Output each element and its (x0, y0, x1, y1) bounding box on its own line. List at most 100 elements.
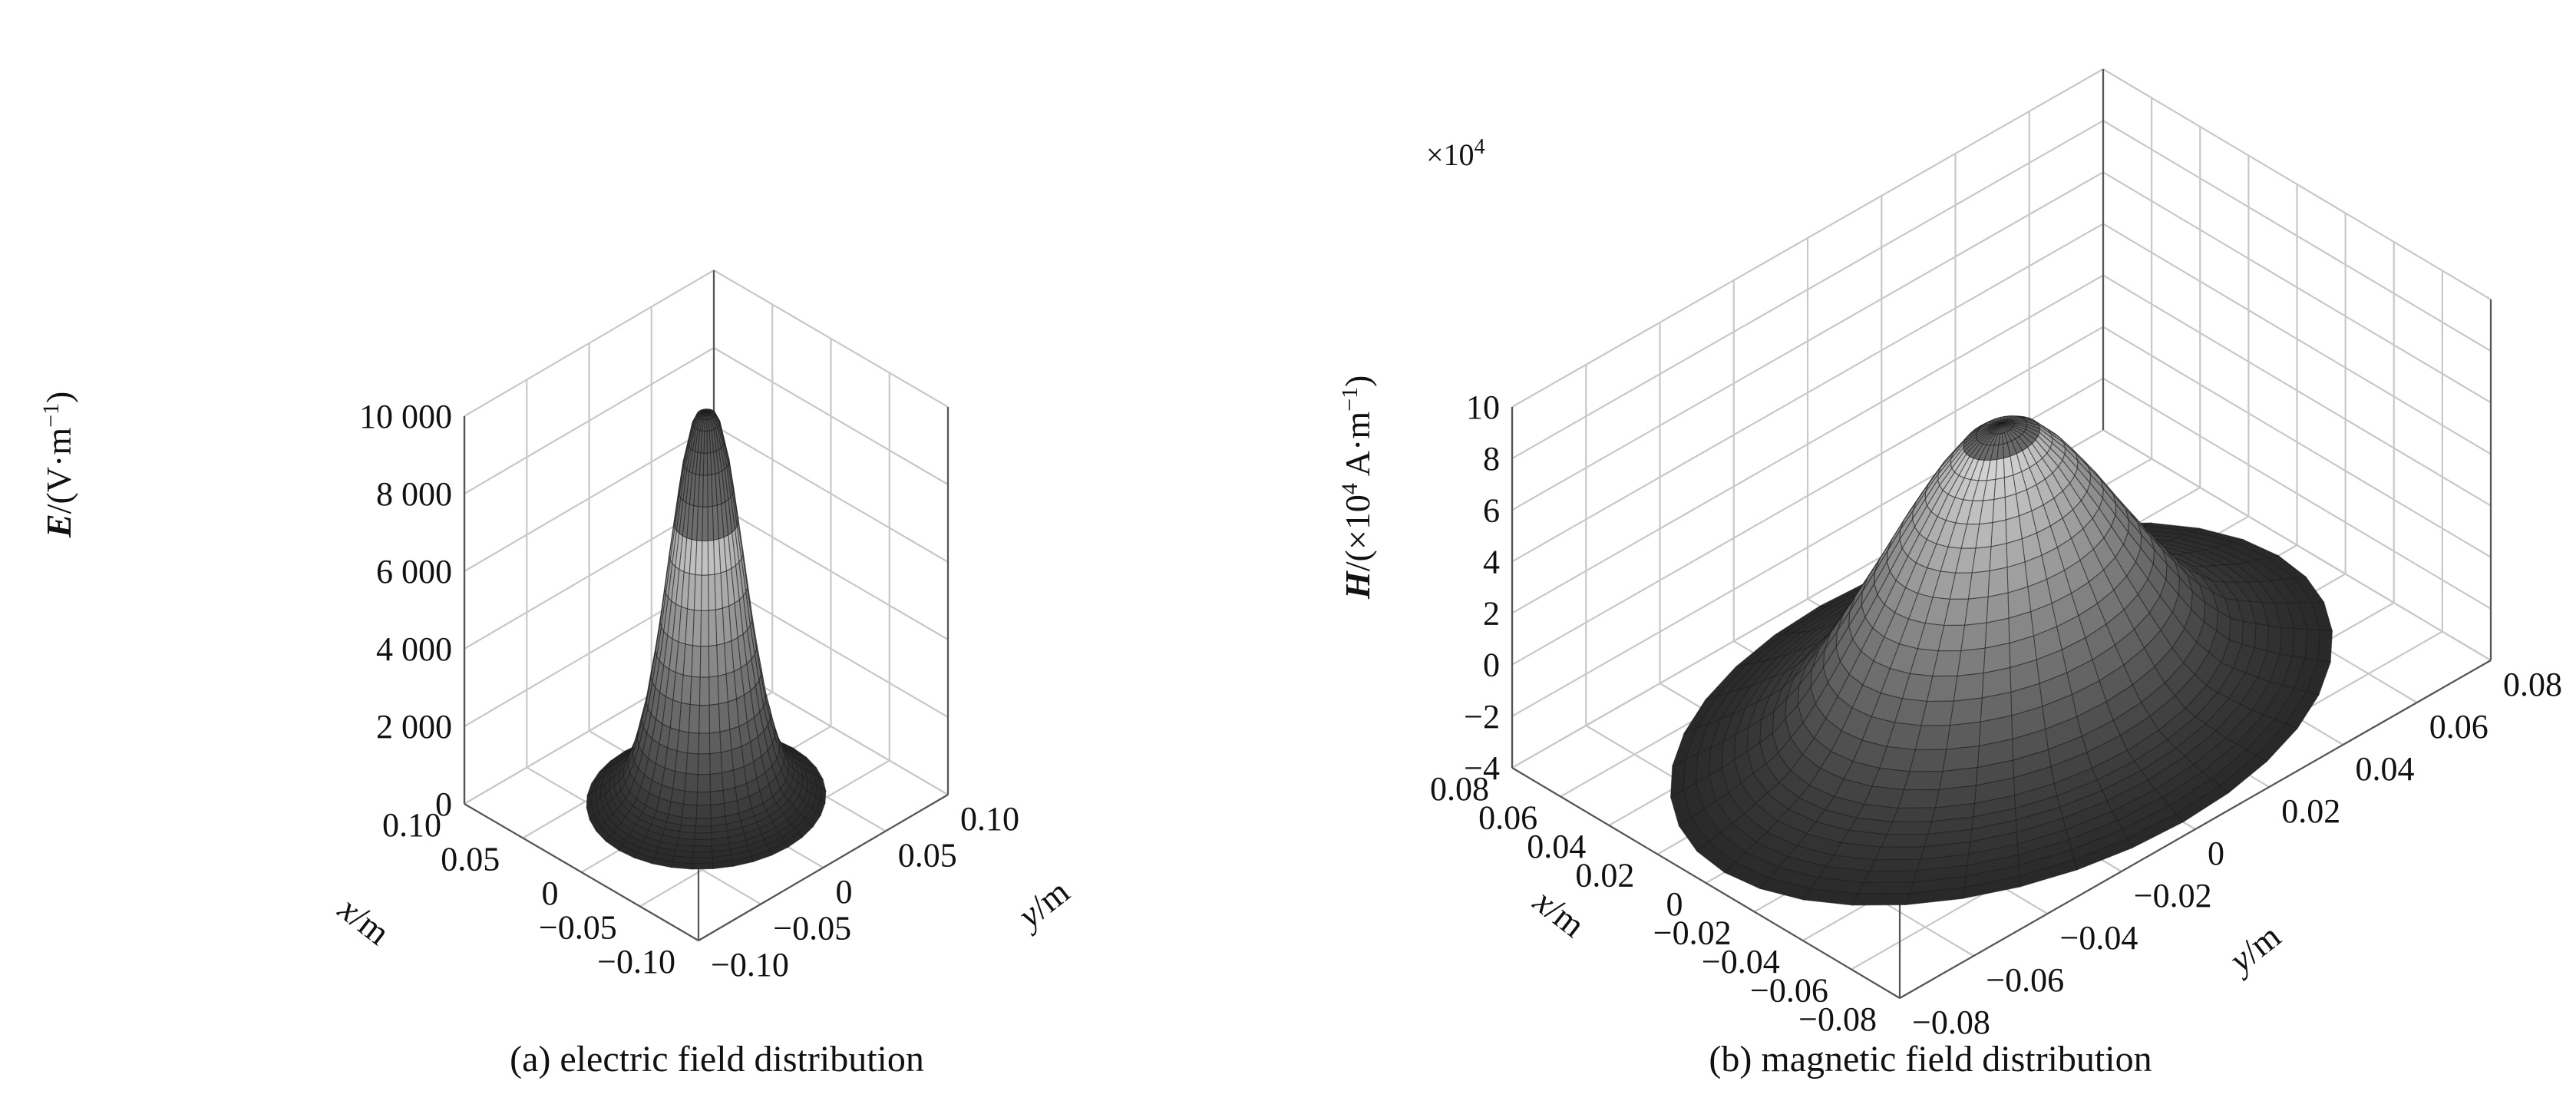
surface-patch (1946, 721, 1981, 750)
surface-patch (707, 505, 715, 542)
surface-patch (705, 411, 707, 416)
grid-line (2102, 274, 2492, 507)
y-tick-label: 0.04 (2356, 750, 2415, 788)
grid-line (1511, 326, 2104, 666)
surface-patch (708, 731, 722, 755)
surface-patch (692, 610, 702, 647)
x-tick-label: 0.08 (1430, 770, 1489, 808)
x-tick-label: −0.02 (1653, 914, 1732, 952)
surface-patch (1880, 833, 1929, 848)
surface-patch (693, 838, 712, 847)
grid-line (2102, 223, 2492, 455)
surface-patch (701, 540, 709, 576)
y-tick-label: −0.02 (2134, 877, 2212, 914)
surface-patch (674, 750, 689, 775)
x-tick-label: 0 (542, 875, 559, 912)
surface-patch (708, 703, 721, 734)
surface-patch (718, 701, 731, 732)
grid-line (2102, 171, 2492, 404)
grid-line (2102, 68, 2492, 300)
surface-patch (697, 773, 711, 793)
surface-patch (685, 752, 699, 775)
surface-patch (689, 676, 701, 706)
grid-line (713, 425, 949, 563)
surface-patch (682, 790, 698, 806)
surface-patch (1960, 622, 1987, 652)
x-tick-label: 0.02 (1575, 857, 1634, 894)
x-axis-label-a: x/m (331, 888, 398, 952)
surface-patch (697, 753, 711, 775)
surface-patch (708, 675, 719, 706)
surface-patch (698, 704, 710, 734)
surface-patch (709, 752, 723, 775)
surface-patch (716, 643, 727, 677)
grid-line (1511, 171, 2104, 511)
surface-patch (692, 851, 713, 858)
surface-patch (719, 729, 732, 753)
surface-patch (696, 506, 704, 542)
surface-patch (699, 646, 710, 678)
surface-patch (695, 540, 703, 576)
y-tick-label: −0.06 (1986, 961, 2064, 999)
surface-patch (702, 506, 708, 542)
axis-line (464, 803, 699, 941)
grid-line (1511, 68, 2104, 408)
grid-line (464, 269, 715, 417)
surface-patch (682, 803, 698, 819)
x-tick-label: 0.10 (382, 806, 441, 844)
surface-patch (698, 732, 711, 755)
surface-patch (710, 802, 726, 819)
surface-patch (671, 861, 693, 870)
grid-line (713, 347, 949, 485)
z-scale-factor-b: ×104 (1426, 135, 1485, 173)
y-tick-label: −0.08 (1912, 1004, 1990, 1041)
grid-line (713, 269, 949, 408)
surface-patch (695, 825, 712, 834)
grid-line (464, 347, 715, 494)
surface-patch (1926, 675, 1958, 703)
surface-patch (691, 645, 702, 678)
surface-patch (1957, 647, 1986, 677)
surface-patch (2292, 628, 2307, 659)
grid-line (1511, 223, 2104, 563)
surface-patch (1905, 887, 1965, 906)
axis-line (1511, 767, 1901, 999)
surface-patch (679, 702, 691, 733)
grid-line (464, 425, 715, 572)
surface-patch (1903, 771, 1944, 791)
z-tick-label: 2 000 (376, 708, 452, 746)
surface-patch (1992, 496, 2006, 524)
surface-patch (680, 674, 692, 706)
surface-patch (692, 857, 713, 865)
surface-patch (692, 845, 713, 853)
surface-patch (1967, 570, 1990, 600)
z-tick-label: −2 (1464, 698, 1500, 736)
surface-patch (2004, 493, 2020, 521)
z-tick-label: 4 (1483, 543, 1500, 580)
surface-patch (684, 772, 698, 793)
grid-line (2102, 120, 2492, 352)
grid-line (2102, 326, 2492, 558)
surface-patch (2279, 627, 2295, 657)
z-tick-label: 10 (1466, 389, 1500, 426)
surface-patch (672, 771, 687, 792)
surface-patch (1909, 749, 1947, 772)
panel-b-magnetic-field: 0.080.060.040.020−0.02−0.04−0.06−0.08 −0.… (1430, 68, 2562, 1041)
z-tick-label: 10 000 (359, 398, 452, 435)
x-tick-label: −0.08 (1798, 1000, 1877, 1038)
surface-patch (695, 818, 712, 827)
surface-patch (1953, 673, 1984, 702)
axis-line (1899, 660, 2492, 999)
surface-patch (717, 673, 728, 705)
y-tick-label: 0.10 (960, 800, 1019, 838)
axis-line (698, 794, 949, 941)
grid-line (2102, 377, 2492, 610)
surface-patch (704, 415, 708, 421)
surface-patch (709, 789, 725, 806)
z-tick-label: 6 000 (376, 553, 452, 590)
surface-patch (1986, 592, 2010, 623)
y-axis-label-a: y/m (1009, 871, 1077, 937)
surface-patch (702, 452, 708, 476)
surface-patch (1964, 596, 1989, 626)
surface-patch (696, 791, 712, 806)
